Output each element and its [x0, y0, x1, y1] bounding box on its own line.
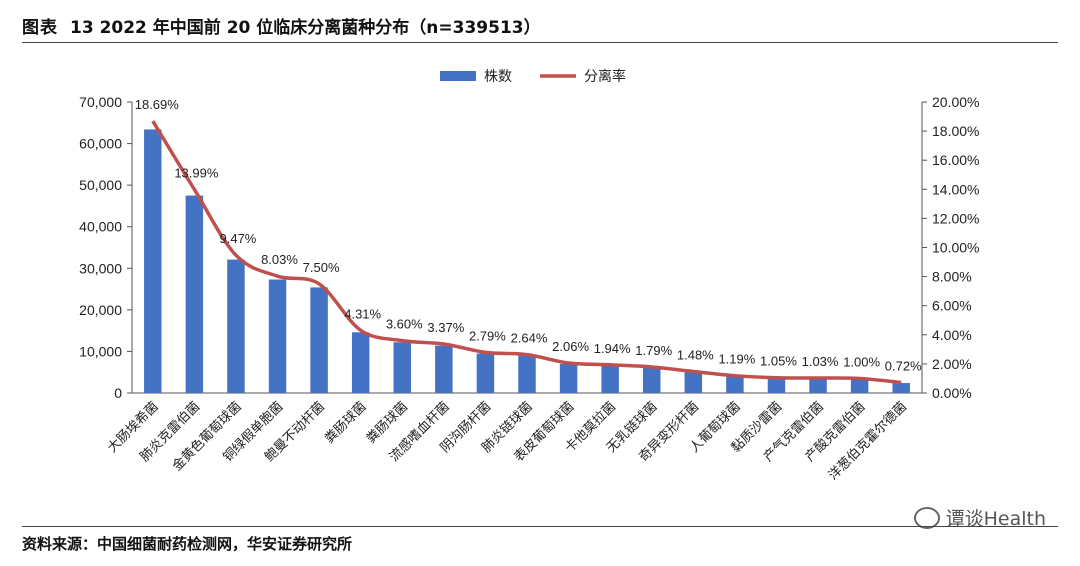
right-tick-label: 16.00% [932, 152, 979, 168]
watermark-text: 谭谈Health [945, 508, 1046, 530]
category-label: 洋葱伯克霍尔德菌 [826, 399, 910, 483]
combo-chart: 0 10,000 20,000 30,000 40,000 50,000 60,000 70,… [79, 68, 979, 483]
legend-label-line: 分离率 [584, 68, 626, 85]
data-label: 3.60% [386, 317, 423, 332]
bar [144, 129, 162, 393]
chart-title: 13 2022 年中国前 20 位临床分离菌种分布（n=339513） [70, 17, 541, 38]
bar [643, 367, 661, 393]
figure-header: 图表 13 2022 年中国前 20 位临床分离菌种分布（n=339513） [22, 8, 1058, 43]
right-tick-label: 10.00% [932, 240, 979, 256]
bar [476, 353, 495, 393]
bar [185, 195, 204, 393]
right-tick-label: 2.00% [932, 356, 972, 372]
data-label: 13.99% [174, 165, 219, 180]
right-tick-label: 8.00% [932, 269, 972, 285]
data-label: 1.79% [635, 343, 672, 358]
bar [268, 279, 287, 393]
data-label: 2.06% [552, 339, 589, 354]
bar [393, 342, 411, 393]
bar [559, 363, 578, 393]
left-tick-label: 60,000 [79, 136, 122, 152]
left-tick-label: 30,000 [79, 260, 122, 276]
data-label: 9.47% [220, 231, 257, 246]
left-tick-label: 70,000 [79, 94, 122, 110]
right-tick-label: 0.00% [932, 385, 972, 401]
left-tick-label: 10,000 [79, 343, 122, 359]
data-label: 7.50% [303, 260, 340, 275]
line-series-separation-rate [151, 120, 902, 385]
data-label: 2.79% [469, 328, 506, 343]
category-label: 粪肠球菌 [322, 399, 369, 446]
right-tick-label: 6.00% [932, 298, 972, 314]
bar [726, 376, 744, 393]
data-label: 1.94% [594, 341, 631, 356]
bar [310, 287, 328, 393]
bar [351, 332, 370, 393]
bar [601, 365, 619, 393]
data-label: 18.69% [135, 97, 180, 112]
category-label: 金黄色葡萄球菌 [169, 399, 245, 475]
figure-footer: 资料来源：中国细菌耐药检测网，华安证券研究所 [22, 526, 1058, 559]
data-label: 2.64% [511, 331, 548, 346]
right-tick-label: 14.00% [932, 181, 979, 197]
right-tick-label: 12.00% [932, 210, 979, 226]
bar [850, 378, 869, 393]
legend-label-bar: 株数 [484, 69, 512, 85]
left-tick-label: 0 [114, 385, 122, 401]
bar [892, 383, 910, 393]
bar [684, 372, 703, 393]
bar [227, 259, 245, 393]
data-label: 0.72% [885, 359, 922, 374]
right-tick-label: 18.00% [932, 123, 979, 139]
left-tick-label: 50,000 [79, 177, 122, 193]
data-label: 4.31% [344, 306, 381, 321]
bar [518, 355, 536, 393]
left-tick-label: 40,000 [79, 219, 122, 235]
legend-swatch-bar [440, 71, 476, 81]
data-label: 1.03% [802, 354, 839, 369]
data-label: 1.05% [760, 354, 797, 369]
bar [809, 378, 827, 393]
watermark: 谭谈Health [913, 504, 1046, 531]
wechat-icon [913, 506, 940, 529]
data-label: 1.48% [677, 347, 714, 362]
right-tick-label: 4.00% [932, 327, 972, 343]
data-label: 3.37% [427, 320, 464, 335]
bar [767, 378, 786, 393]
source-note: 资料来源：中国细菌耐药检测网，华安证券研究所 [22, 534, 353, 553]
data-label: 1.00% [843, 354, 880, 369]
figure-label: 图表 [22, 17, 58, 38]
data-label: 8.03% [261, 252, 298, 267]
left-tick-label: 20,000 [79, 302, 122, 318]
bar [435, 345, 453, 393]
right-tick-label: 20.00% [932, 94, 979, 110]
data-label: 1.19% [718, 352, 755, 367]
